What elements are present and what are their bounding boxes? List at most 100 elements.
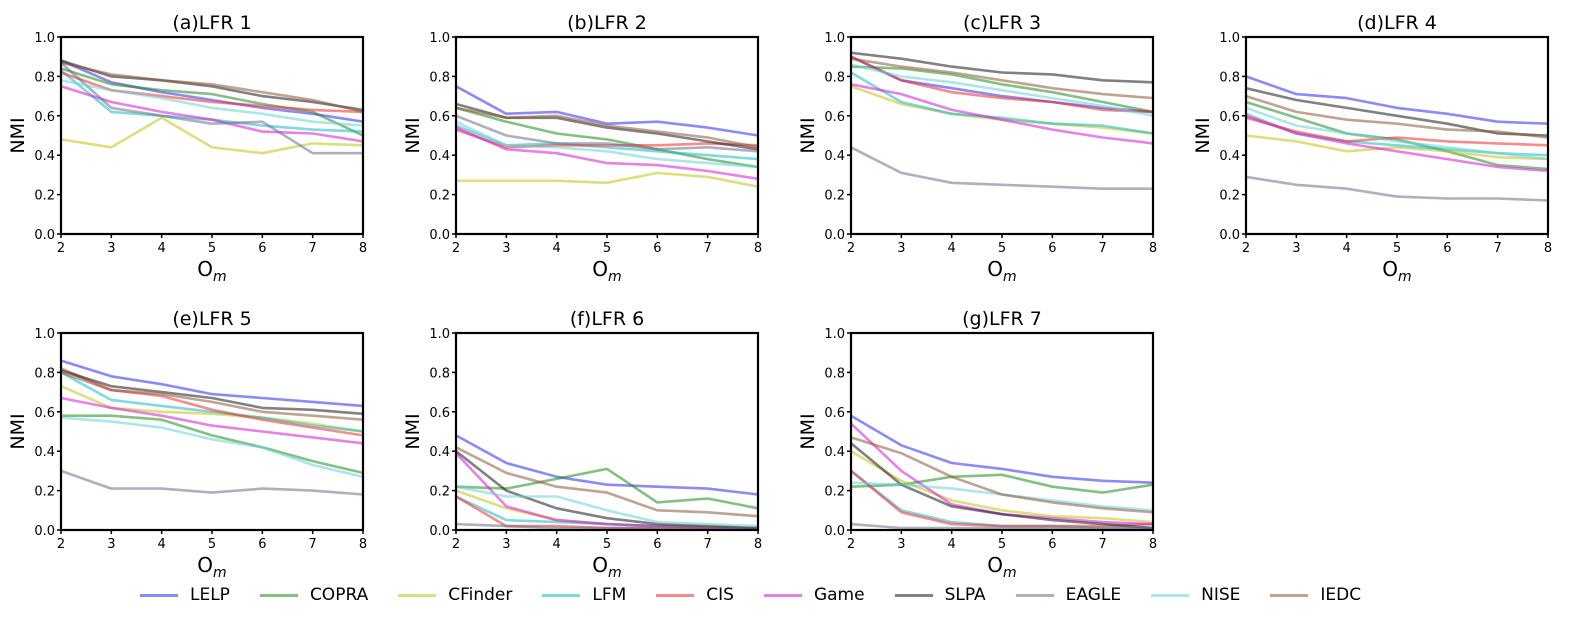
x-tick-label: 5 — [208, 241, 216, 256]
legend-swatch — [398, 593, 437, 597]
legend-item-copra: COPRA — [259, 585, 369, 605]
legend-swatch — [894, 593, 933, 597]
y-axis-label: NMI — [7, 413, 29, 449]
y-axis-label: NMI — [1192, 117, 1214, 153]
x-axis-label-base: O — [1382, 257, 1398, 281]
series-line-copra — [1245, 100, 1549, 171]
y-tick-label: 0.6 — [429, 406, 450, 421]
series-line-slpa — [455, 450, 759, 530]
series-line-lelp — [60, 59, 364, 123]
y-tick-label: 0.8 — [1219, 70, 1240, 85]
legend-swatch — [542, 593, 581, 597]
x-axis-label: Om — [987, 257, 1016, 285]
x-axis-label-base: O — [197, 257, 213, 281]
legend-swatch — [1270, 593, 1309, 597]
series-line-nise — [455, 485, 759, 528]
series-line-game — [455, 126, 759, 181]
series-line-nise — [60, 416, 364, 479]
legend-label: EAGLE — [1065, 585, 1122, 605]
series-line-copra — [455, 467, 759, 510]
series-line-iedc — [1245, 94, 1549, 139]
x-axis-label: Om — [592, 553, 621, 581]
series-line-cfinder — [456, 171, 759, 188]
y-tick-label: 0.6 — [34, 406, 55, 421]
x-tick-label: 4 — [158, 241, 166, 256]
legend-item-cis: CIS — [656, 585, 734, 605]
y-tick-label: 1.0 — [429, 31, 450, 46]
x-tick-label: 6 — [1048, 241, 1056, 256]
x-tick-label: 4 — [553, 537, 561, 552]
series-line-lfm — [60, 371, 364, 433]
y-tick-label: 1.0 — [429, 327, 450, 342]
chart-title: (f)LFR 6 — [570, 308, 644, 330]
y-tick-label: 0.4 — [34, 149, 55, 164]
y-axis-label: NMI — [7, 117, 29, 153]
series-line-slpa — [60, 59, 364, 112]
y-tick-label: 0.8 — [429, 366, 450, 381]
chart-panel: (b)LFR 2 0.0 0.2 0.4 0.6 0.8 1.0 2 3 4 5 6 7 8 NMI Om — [402, 12, 762, 285]
x-tick-label: 8 — [754, 537, 762, 552]
x-axis-label-subscript: m — [1003, 269, 1017, 285]
x-tick-label: 7 — [704, 241, 712, 256]
series-line-cis — [455, 128, 759, 149]
chart-title: (d)LFR 4 — [1357, 12, 1437, 34]
series-line-lelp — [1245, 75, 1549, 125]
y-tick-label: 0.4 — [1219, 149, 1240, 164]
series-line-eagle — [850, 522, 1153, 530]
series-line-cis — [60, 71, 364, 114]
series-line-lelp — [455, 85, 759, 137]
x-tick-label: 4 — [553, 241, 561, 256]
legend-label: COPRA — [309, 585, 369, 605]
chart-title: (c)LFR 3 — [963, 12, 1041, 34]
chart-panel: (f)LFR 6 0.0 0.2 0.4 0.6 0.8 1.0 2 3 4 5 6 7 8 NMI Om — [402, 308, 762, 581]
legend-item-iedc: IEDC — [1270, 585, 1361, 605]
legend-label: NISE — [1201, 585, 1241, 605]
x-tick-label: 5 — [998, 537, 1006, 552]
y-tick-label: 0.6 — [1219, 110, 1240, 125]
chart-panel: (g)LFR 7 0.0 0.2 0.4 0.6 0.8 1.0 2 3 4 5 6 7 8 NMI Om — [797, 308, 1157, 581]
x-tick-label: 7 — [309, 537, 317, 552]
x-tick-label: 2 — [847, 537, 855, 552]
x-tick-label: 2 — [57, 537, 65, 552]
x-tick-label: 5 — [603, 241, 611, 256]
legend-item-cfinder: CFinder — [398, 585, 512, 605]
y-tick-label: 0.0 — [1219, 228, 1240, 243]
series-line-lelp — [850, 414, 1154, 484]
plot-frame — [849, 331, 1155, 532]
legend-label: CIS — [706, 585, 734, 605]
y-tick-label: 1.0 — [34, 31, 55, 46]
x-tick-label: 8 — [1149, 241, 1157, 256]
series-line-copra — [850, 65, 1154, 114]
chart-title: (g)LFR 7 — [962, 308, 1042, 330]
x-tick-label: 2 — [452, 241, 460, 256]
series-line-nise — [1245, 106, 1549, 161]
legend-item-eagle: EAGLE — [1015, 585, 1122, 605]
series-line-slpa — [1245, 86, 1549, 137]
y-tick-label: 0.0 — [824, 524, 845, 539]
chart-title: (a)LFR 1 — [172, 12, 251, 34]
x-axis-label: Om — [197, 553, 226, 581]
x-axis-label-base: O — [592, 553, 608, 577]
y-tick-label: 0.4 — [429, 445, 450, 460]
x-tick-label: 7 — [1494, 241, 1502, 256]
x-tick-label: 3 — [107, 537, 115, 552]
series-line-iedc — [455, 106, 759, 149]
x-tick-label: 2 — [57, 241, 65, 256]
x-tick-label: 2 — [1242, 241, 1250, 256]
x-axis-label-subscript: m — [608, 565, 622, 581]
y-axis-label: NMI — [402, 413, 424, 449]
x-axis-label-subscript: m — [1398, 269, 1412, 285]
y-tick-label: 0.2 — [824, 189, 845, 204]
legend-item-slpa: SLPA — [894, 585, 986, 605]
x-tick-label: 3 — [897, 537, 905, 552]
series-line-lelp — [60, 359, 364, 408]
series-line-eagle — [1245, 175, 1549, 202]
x-axis-label: Om — [1382, 257, 1411, 285]
chart-panel: (d)LFR 4 0.0 0.2 0.4 0.6 0.8 1.0 2 3 4 5 6 7 8 NMI Om — [1192, 12, 1552, 285]
series-line-lelp — [455, 434, 759, 496]
x-tick-label: 8 — [359, 241, 367, 256]
legend-swatch — [259, 593, 298, 597]
y-tick-label: 0.2 — [34, 485, 55, 500]
x-tick-label: 7 — [704, 537, 712, 552]
x-tick-label: 8 — [754, 241, 762, 256]
